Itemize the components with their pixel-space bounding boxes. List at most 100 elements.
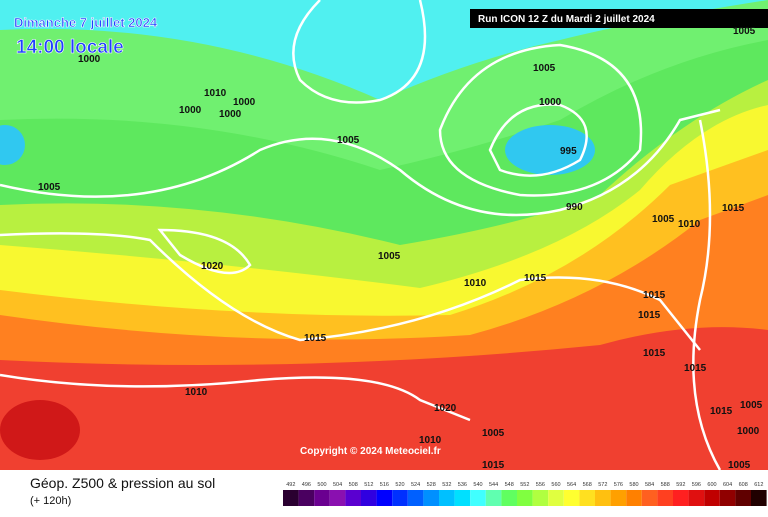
level-label: 580 [629,482,638,488]
legend-title: Géop. Z500 & pression au sol [30,475,215,491]
color-swatch [641,490,658,506]
isobar-label: 1020 [201,261,224,272]
level-label: 524 [411,482,420,488]
level-label: 592 [676,482,685,488]
color-swatch [501,490,517,506]
level-label: 556 [536,482,545,488]
isobar-label: 1015 [482,460,505,471]
isobar-label: 1000 [539,97,562,108]
isobar-label: 1015 [524,273,547,284]
color-swatch [719,490,736,506]
color-swatch [392,490,408,506]
level-label: 612 [754,482,763,488]
level-label: 544 [489,482,498,488]
color-swatch [704,490,720,506]
color-swatch [439,490,455,506]
copyright: Copyright © 2024 Meteociel.fr [300,446,441,457]
color-swatch [376,490,393,506]
isobar-label: 1015 [304,333,327,344]
level-label: 516 [380,482,389,488]
isobar-label: 1010 [185,387,208,398]
isobar-label: 1005 [652,214,675,225]
isobar-lines [0,0,721,422]
color-swatch [563,490,580,506]
level-label: 588 [661,482,670,488]
color-swatch [485,490,502,506]
color-swatch [688,490,705,506]
isobar-label: 1005 [482,428,505,439]
isobar-label: 1000 [233,97,256,108]
isobar-label: 1015 [638,310,661,321]
color-swatch [517,490,533,506]
isobar-label: 1005 [38,182,61,193]
isobar-label: 1015 [643,348,666,359]
color-swatch [470,490,486,506]
color-swatch [626,490,642,506]
isobar-label: 1010 [204,88,227,99]
level-label: 600 [707,482,716,488]
isobar-label: 1005 [728,460,751,471]
level-label: 536 [458,482,467,488]
isobar-label: 1005 [533,63,556,74]
date: Dimanche 7 juillet 2024 [14,15,158,30]
level-label: 608 [739,482,748,488]
run: Run ICON 12 Z du Mardi 2 juillet 2024 [478,14,655,25]
level-label: 572 [598,482,607,488]
run-box [470,9,768,28]
color-swatch [610,490,627,506]
isobar-label: 1005 [378,251,401,262]
color-swatch [657,490,673,506]
color-swatch [423,490,439,506]
color-swatch [314,490,330,506]
isobar-label: 1015 [710,406,733,417]
level-label: 596 [692,482,701,488]
level-label: 560 [551,482,560,488]
field [0,0,768,470]
level-label: 540 [473,482,482,488]
isobar-label: 1000 [737,426,760,437]
isobar-label: 1015 [722,203,745,214]
title-block: Dimanche 7 juillet 2024 14:00 locale Run… [14,9,768,457]
level-label: 576 [614,482,623,488]
color-swatch [579,490,595,506]
level-label: 532 [442,482,451,488]
isobar-label: 1015 [684,363,707,374]
isobar-label: 1005 [733,26,756,37]
isobar-label: 990 [566,202,583,213]
level-label: 496 [302,482,311,488]
color-swatch [751,490,767,506]
level-label: 492 [286,482,295,488]
level-label: 504 [333,482,342,488]
level-label: 500 [317,482,326,488]
color-swatch [595,490,611,506]
level-label: 508 [349,482,358,488]
color-swatch [532,490,549,506]
level-label: 512 [364,482,373,488]
level-label: 528 [427,482,436,488]
color-swatch [298,490,315,506]
isobar-label: 1000 [179,105,202,116]
color-swatch [673,490,689,506]
level-label: 564 [567,482,576,488]
color-swatch [283,490,299,506]
level-label: 584 [645,482,654,488]
isobar-label: 1020 [434,403,457,414]
isobar-label: 1005 [337,135,360,146]
time: 14:00 locale [16,37,124,58]
color-swatch [361,490,377,506]
color-swatch [345,490,361,506]
color-swatch [407,490,424,506]
level-label: 548 [505,482,514,488]
level-label: 568 [583,482,592,488]
lead-time: (+ 120h) [30,495,71,507]
color-swatch [548,490,564,506]
isobar-label: 1000 [78,54,101,65]
isobar-label: 1015 [643,290,666,301]
isobar-label: 1010 [464,278,487,289]
colorbar: 492 496 500 504 508 512 516 520 524 528 532 536 540 5… [283,482,767,506]
isobar-label: 995 [560,146,577,157]
level-label: 520 [395,482,404,488]
color-swatch [454,490,471,506]
